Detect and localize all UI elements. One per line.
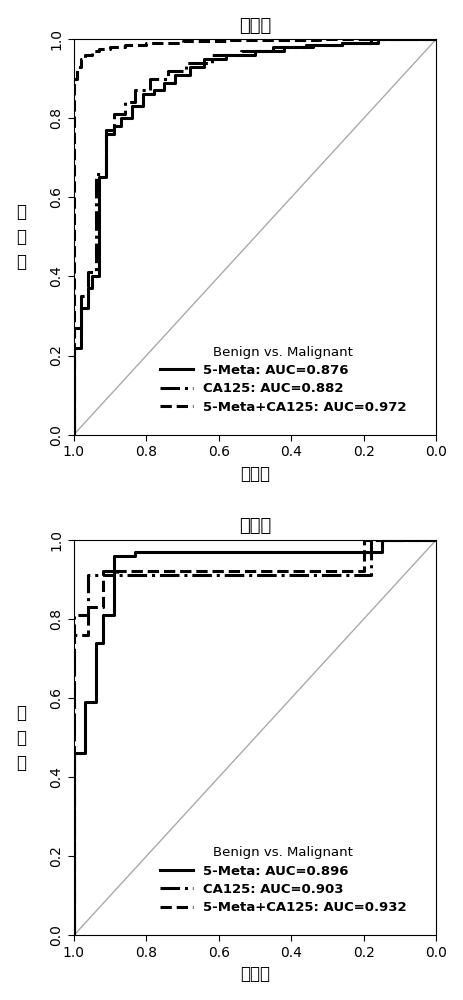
X-axis label: 特异性: 特异性 [240,965,269,983]
Y-axis label: 灵
敏
度: 灵 敏 度 [17,704,26,772]
Y-axis label: 灵
敏
度: 灵 敏 度 [17,203,26,271]
Title: 验证组: 验证组 [238,517,271,535]
X-axis label: 特异性: 特异性 [240,465,269,483]
Legend: 5-Meta: AUC=0.896, CA125: AUC=0.903, 5-Meta+CA125: AUC=0.932: 5-Meta: AUC=0.896, CA125: AUC=0.903, 5-M… [153,840,413,921]
Legend: 5-Meta: AUC=0.876, CA125: AUC=0.882, 5-Meta+CA125: AUC=0.972: 5-Meta: AUC=0.876, CA125: AUC=0.882, 5-M… [153,339,413,420]
Title: 发现组: 发现组 [238,17,271,35]
